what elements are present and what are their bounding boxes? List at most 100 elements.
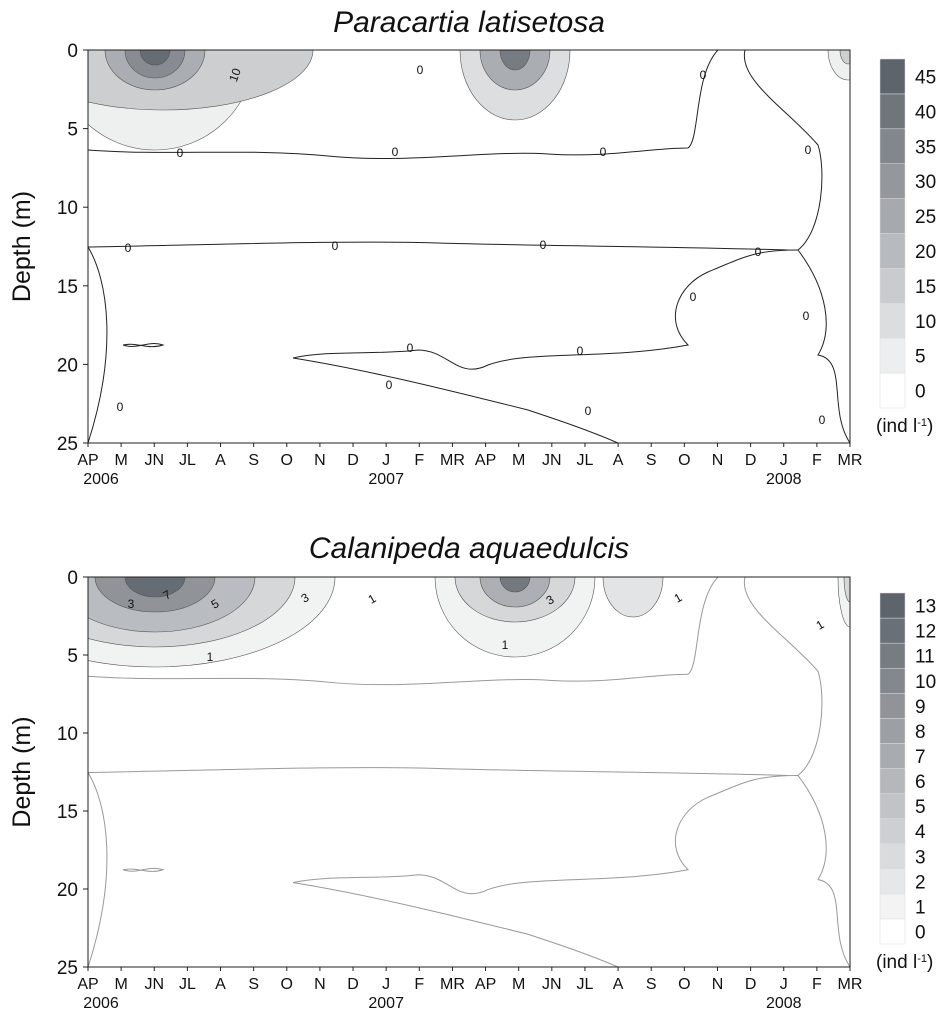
contour-fill <box>839 50 850 65</box>
contour-label: 0 <box>600 145 607 159</box>
colorbar-box <box>879 743 906 769</box>
x-tick-label: A <box>215 452 226 469</box>
x-tick-label: JL <box>179 976 196 993</box>
contour-fills <box>88 577 850 967</box>
x-tick-label: JN <box>542 452 562 469</box>
colorbar-label: 25 <box>915 207 936 228</box>
colorbar-box <box>879 198 906 234</box>
x-tick-label: JN <box>144 976 164 993</box>
x-tick-label: M <box>114 452 127 469</box>
contour-label: 10 <box>226 66 244 84</box>
x-tick-label: S <box>646 976 657 993</box>
colorbar-label: 6 <box>915 772 926 793</box>
colorbar-label: 8 <box>915 722 926 743</box>
isoline <box>797 775 850 967</box>
colorbar-box <box>879 233 906 269</box>
colorbar-label: 10 <box>915 672 936 693</box>
x-tick-label: F <box>812 976 822 993</box>
y-tick-label: 25 <box>57 434 78 455</box>
contour-label: 0 <box>125 241 132 255</box>
x-tick-label: JL <box>577 452 594 469</box>
y-tick-label: 10 <box>57 724 78 745</box>
x-tick-label: N <box>712 976 724 993</box>
year-label: 2006 <box>83 995 119 1012</box>
colorbar-label: 5 <box>915 797 926 818</box>
contour-label: 1 <box>502 638 509 652</box>
colorbar-box <box>879 337 906 374</box>
plot-frame <box>87 49 851 444</box>
chart-title: Calanipeda aquaedulcis <box>309 532 629 565</box>
year-label: 2008 <box>766 995 802 1012</box>
x-tick-label: D <box>347 452 359 469</box>
colorbar-label: 20 <box>915 242 936 263</box>
colorbar-box <box>879 667 906 694</box>
isoline <box>743 50 823 251</box>
y-tick-label: 5 <box>67 646 78 667</box>
contour-fill <box>124 577 186 598</box>
contour-label: 0 <box>585 404 592 418</box>
y-axis-label: Depth (m) <box>8 716 36 827</box>
y-tick-label: 5 <box>67 120 78 141</box>
contour-label: 0 <box>540 238 547 252</box>
contour-fills <box>88 50 850 443</box>
contour-label: 0 <box>803 309 810 323</box>
y-tick-label: 0 <box>67 41 78 62</box>
colorbar-label: 0 <box>915 382 926 403</box>
x-tick-label: A <box>613 452 624 469</box>
x-tick-label: AP <box>475 976 496 993</box>
colorbar-label: 3 <box>915 847 926 868</box>
contour-fill <box>843 577 850 603</box>
colorbar-label: 4 <box>915 822 926 843</box>
colorbar-label: 1 <box>915 897 926 918</box>
colorbar-label: 12 <box>915 622 936 643</box>
x-tick-label: JL <box>577 976 594 993</box>
contour-label: 0 <box>386 378 393 392</box>
isoline <box>292 882 619 967</box>
year-label: 2007 <box>368 995 404 1012</box>
isoline <box>88 577 719 686</box>
colorbar-box <box>879 843 906 870</box>
contour-label: 0 <box>805 143 812 157</box>
isoline <box>122 867 165 872</box>
x-tick-label: F <box>812 452 822 469</box>
contour-label: 0 <box>332 239 339 253</box>
colorbar-unit-part: ) <box>927 416 933 437</box>
contour-fill <box>499 577 531 593</box>
y-tick-label: 15 <box>57 802 78 823</box>
y-tick-label: 20 <box>57 355 78 376</box>
x-tick-label: S <box>646 452 657 469</box>
colorbar-box <box>879 93 906 130</box>
x-tick-label: F <box>414 976 424 993</box>
colorbar-box <box>879 163 906 199</box>
year-label: 2006 <box>83 471 119 488</box>
y-axis-label: Depth (m) <box>8 191 36 302</box>
isoline <box>797 249 850 443</box>
contour-plot <box>87 576 851 968</box>
colorbar-label: 45 <box>915 67 936 88</box>
x-tick-label: JN <box>144 452 164 469</box>
colorbar-unit-part: -1 <box>917 953 927 965</box>
contour-label: 0 <box>392 145 399 159</box>
colorbar-box <box>879 617 906 644</box>
colorbar-unit: (ind l-1) <box>876 952 933 973</box>
year-label: 2008 <box>766 471 802 488</box>
contour-label: 1 <box>672 590 685 606</box>
isoline <box>292 249 799 370</box>
x-tick-label: S <box>248 976 259 993</box>
x-tick-label: F <box>414 452 424 469</box>
colorbar-box <box>879 693 906 719</box>
y-tick-label: 15 <box>57 277 78 298</box>
colorbar-box <box>879 303 906 339</box>
x-tick-label: O <box>678 976 690 993</box>
y-tick-label: 25 <box>57 958 78 979</box>
colorbar-label: 7 <box>915 747 926 768</box>
isoline <box>292 357 619 443</box>
colorbar-label: 10 <box>915 312 936 333</box>
x-tick-label: MR <box>838 976 863 993</box>
isoline <box>88 772 108 967</box>
colorbar-unit: (ind l-1) <box>876 416 933 437</box>
contour-label: 1 <box>814 617 827 633</box>
x-tick-label: MR <box>440 976 465 993</box>
year-label: 2007 <box>368 471 404 488</box>
